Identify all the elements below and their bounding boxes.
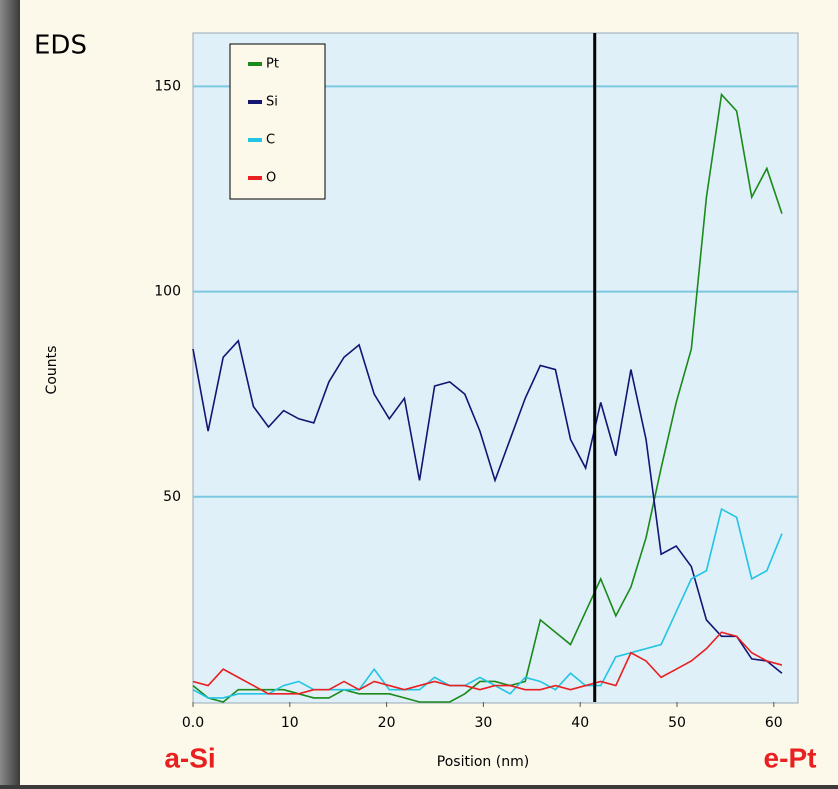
chart: EDS Counts Position (nm) a-Si e-Pt 50100… (0, 0, 838, 785)
x-tick-label: 60 (765, 715, 783, 731)
legend-label: Pt (266, 57, 279, 72)
x-tick-label: 50 (668, 715, 686, 731)
legend-swatch (248, 62, 262, 66)
x-tick-label: 10 (281, 715, 299, 731)
legend-label: C (266, 133, 275, 148)
y-axis-label: Counts (44, 346, 60, 395)
legend-label: O (266, 171, 276, 186)
annotation: a-Si (164, 742, 215, 773)
x-tick-label: 40 (571, 715, 589, 731)
x-tick-label: 20 (378, 715, 396, 731)
chart-title: EDS (34, 31, 87, 61)
y-tick-label: 100 (154, 284, 181, 300)
x-tick-label: 0.0 (182, 715, 204, 731)
page: EDS Counts Position (nm) a-Si e-Pt 50100… (0, 0, 838, 785)
x-axis-label: Position (nm) (437, 754, 529, 770)
x-tick-label: 30 (474, 715, 492, 731)
legend-label: Si (266, 95, 278, 110)
annotation: e-Pt (764, 742, 817, 773)
legend-swatch (248, 100, 262, 104)
legend-swatch (248, 138, 262, 142)
y-tick-label: 150 (154, 78, 181, 94)
y-tick-label: 50 (163, 489, 181, 505)
legend-swatch (248, 176, 262, 180)
